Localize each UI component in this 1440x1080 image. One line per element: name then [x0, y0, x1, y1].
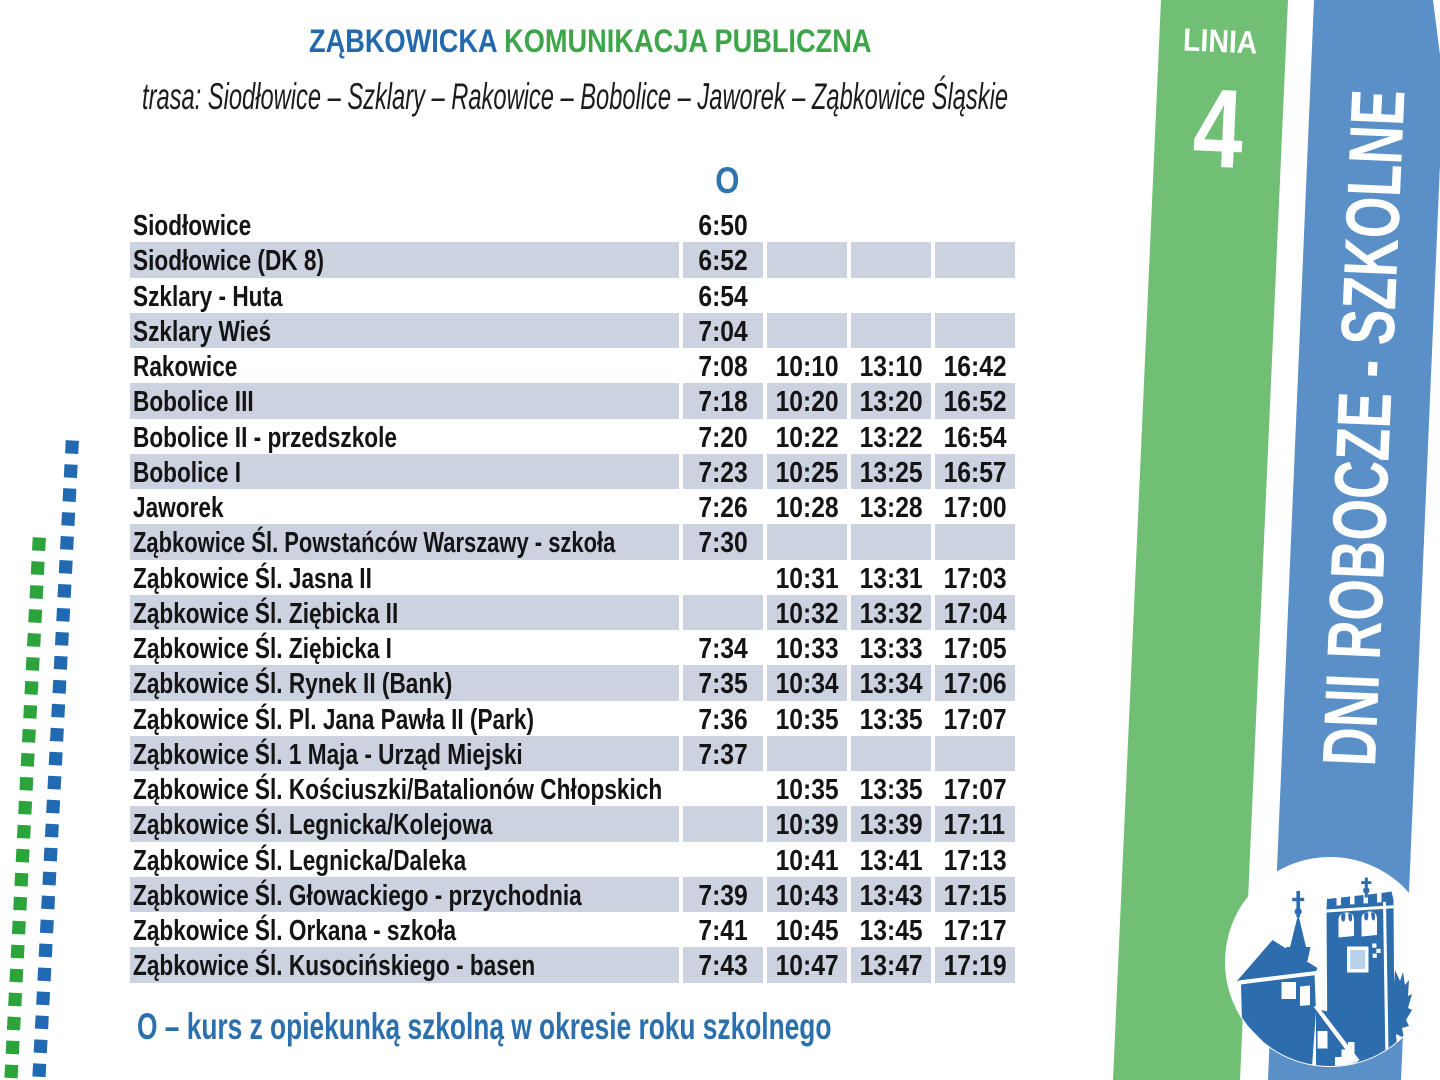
- svg-text:4: 4: [1191, 66, 1246, 193]
- svg-text:LINIA: LINIA: [1182, 23, 1258, 61]
